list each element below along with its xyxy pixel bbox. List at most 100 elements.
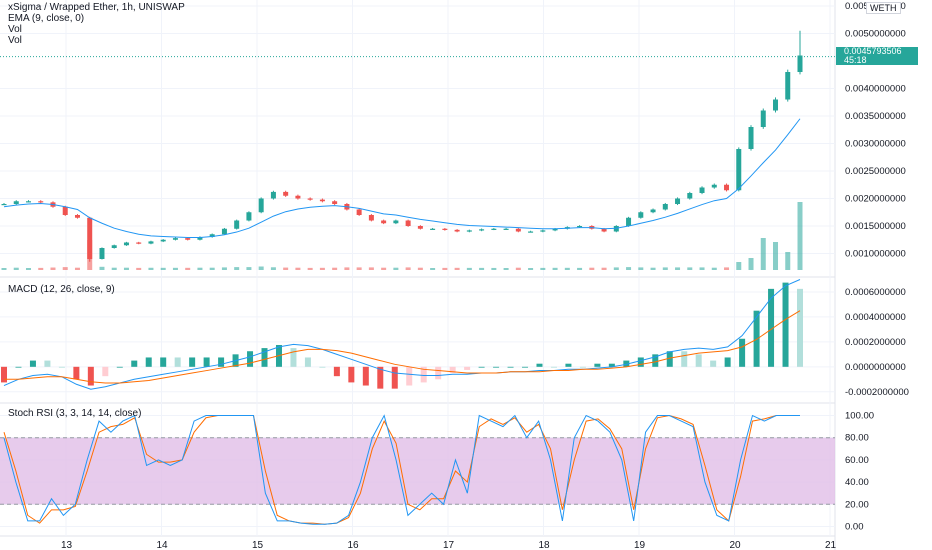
macd-histogram-bar [218,357,225,367]
stoch-tick-label: 40.00 [845,477,869,488]
volume-bar [626,267,632,270]
candle-body [185,238,191,240]
macd-line [3,279,801,390]
countdown-timer: 45:18 [844,55,867,65]
volume-bar [381,267,387,270]
macd-histogram-bar [160,357,167,367]
candle-body [479,229,485,231]
stoch-tick-label: 0.00 [845,521,864,532]
candle-body [123,242,129,246]
candle-body [295,195,301,199]
main-legend[interactable]: xSigma / Wrapped Ether, 1h, UNISWAP EMA … [8,2,185,46]
macd-histogram-bar [536,363,543,367]
candle-body [393,220,399,224]
macd-tick-label: 0.0004000000 [845,312,906,323]
volume-bar [283,267,289,270]
macd-histogram-bar [116,366,123,368]
last-price-value: 0.0045793506 [844,46,902,56]
volume-bar [430,268,436,270]
macd-title[interactable]: MACD (12, 26, close, 9) [8,284,115,295]
time-axis-labels[interactable]: 13 14 15 16 17 18 19 20 21 [61,540,837,550]
macd-tick-label: 0.0000000000 [845,362,906,373]
volume-bar [773,242,779,270]
candle-body [760,110,766,127]
macd-histogram-bar [724,357,731,367]
candle-body [111,245,117,248]
volume-bar [760,238,766,270]
macd-histogram-bar [420,366,427,383]
volume-bar [172,267,178,270]
macd-histogram-bar [594,363,601,367]
candle-body [687,193,693,199]
volume-bars [1,202,803,270]
time-tick-label: 17 [443,540,455,550]
volume-bar [160,267,166,270]
macd-histogram-bar [550,366,557,368]
candle-body [197,237,203,240]
volume-bar [405,267,411,270]
time-tick-label: 13 [61,540,73,550]
stoch-k-line [3,414,800,525]
stoch-band-fill [0,437,835,505]
volume-bar [25,268,31,270]
price-axis-labels[interactable]: 0.00550000000.00500000000.00400000000.00… [845,1,909,532]
time-tick-label: 18 [539,540,551,550]
candle-body [601,228,607,232]
macd-histogram-bar [782,282,789,367]
candle-body [773,99,779,111]
volume-bar [270,267,276,270]
volume-bar [332,267,338,270]
volume-bar [111,267,117,270]
ema-polyline [3,118,801,239]
vol-legend-2[interactable]: Vol [8,35,22,46]
macd-histogram-bar [304,357,311,367]
candle-body [25,201,31,203]
macd-histogram-bar [29,360,36,367]
macd-histogram-bar [15,366,22,368]
macd-histogram-bar [637,357,644,367]
candle-body [13,201,19,204]
macd-histogram-bar [493,366,500,368]
macd-tick-label: 0.0006000000 [845,287,906,298]
volume-bar [515,267,521,270]
candle-body [626,217,632,226]
candle-body [246,212,252,221]
candle-body [491,228,497,230]
candle-body [662,204,668,210]
macd-histogram-bar [261,348,268,367]
volume-bar [797,202,803,270]
volume-bar [234,267,240,270]
macd-histogram-bar [87,366,94,386]
volume-bar [724,267,730,270]
macd-histogram-bar [652,354,659,367]
volume-bar [711,267,717,270]
macd-legend[interactable]: MACD (12, 26, close, 9) [8,284,115,295]
volume-bar [577,267,583,270]
volume-bar [307,267,313,270]
macd-histogram-bar [377,366,384,389]
candle-body [503,228,509,230]
volume-bar [503,268,509,270]
price-tick-label: 0.0050000000 [845,29,906,40]
vol-legend[interactable]: Vol [8,24,22,35]
stoch-legend[interactable]: Stoch RSI (3, 3, 14, 14, close) [8,408,141,419]
price-tick-label: 0.0035000000 [845,111,906,122]
volume-bar [221,267,227,270]
candle-body [466,230,472,232]
candle-body [417,226,423,229]
macd-pane [1,279,803,390]
stoch-title[interactable]: Stoch RSI (3, 3, 14, 14, close) [8,408,142,419]
volume-bar [258,266,264,270]
volume-bar [246,267,252,270]
candle-body [99,248,105,259]
macd-histogram-bar [102,366,109,377]
ema-legend[interactable]: EMA (9, close, 0) [8,13,85,24]
candle-body [785,72,791,100]
symbol-title[interactable]: xSigma / Wrapped Ether, 1h, UNISWAP [8,2,185,13]
candle-body [332,201,338,204]
candle-body [62,206,68,215]
volume-bar [638,267,644,270]
currency-badge[interactable]: WETH [866,2,901,14]
candle-body [552,228,558,231]
